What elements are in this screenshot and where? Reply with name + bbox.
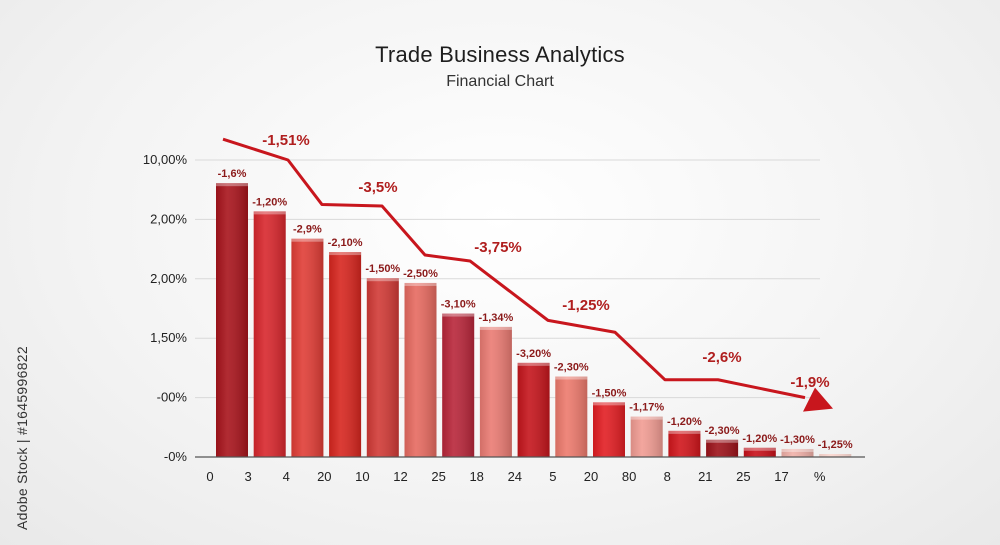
- x-tick-label: 5: [549, 469, 556, 484]
- chart-subtitle: Financial Chart: [446, 73, 554, 90]
- bar-top-highlight: [442, 313, 475, 317]
- chart-title: Trade Business Analytics: [375, 42, 625, 67]
- y-tick-label: -00%: [157, 390, 188, 405]
- bar-shade: [216, 183, 248, 457]
- x-tick-label: 12: [393, 469, 407, 484]
- bar-value-label: -1,17%: [629, 402, 664, 414]
- bar-value-label: -2,10%: [328, 237, 363, 249]
- x-tick-label: 24: [508, 469, 522, 484]
- bar-value-label: -3,10%: [441, 299, 476, 311]
- bar-top-highlight: [555, 376, 588, 380]
- bar-value-label: -2,30%: [554, 362, 589, 374]
- bar-top-highlight: [781, 448, 814, 452]
- y-tick-label: 10,00%: [143, 152, 188, 167]
- bar-top-highlight: [517, 362, 550, 366]
- bar-top-highlight: [706, 439, 739, 443]
- x-tick-label: %: [814, 469, 826, 484]
- x-tick-label: 3: [244, 469, 251, 484]
- bar-shade: [743, 447, 776, 457]
- bar-shade: [253, 211, 286, 457]
- x-tick-label: 10: [355, 469, 369, 484]
- bar-shade: [630, 416, 663, 457]
- bar-value-label: -1,50%: [592, 387, 627, 399]
- x-tick-label: 4: [283, 469, 290, 484]
- bar-shade: [517, 362, 550, 457]
- bar-shade: [819, 454, 852, 457]
- bar-shade: [479, 326, 512, 457]
- bar-value-label: -1,20%: [252, 196, 287, 208]
- bar-value-label: -2,9%: [293, 224, 322, 236]
- bar-top-highlight: [404, 282, 437, 286]
- bar-shade: [781, 448, 814, 457]
- bar-value-label: -1,50%: [365, 263, 400, 275]
- bar-top-highlight: [743, 447, 776, 451]
- side-credit: Adobe Stock | #1645996822: [14, 346, 30, 530]
- bar-shade: [404, 282, 437, 457]
- bar-shade: [329, 252, 362, 457]
- bar-value-label: -2,50%: [403, 268, 438, 280]
- trend-label: -3,75%: [474, 239, 522, 256]
- bar-value-label: -3,20%: [516, 348, 551, 360]
- bar-shade: [668, 430, 701, 457]
- bar-value-label: -1,25%: [818, 439, 853, 451]
- bar-shade: [366, 278, 399, 457]
- x-tick-label: 20: [317, 469, 331, 484]
- bar-value-label: -2,30%: [705, 425, 740, 437]
- bar-shade: [442, 313, 475, 457]
- trend-path: [222, 137, 806, 400]
- bar-top-highlight: [819, 454, 852, 457]
- y-tick-label: 2,00%: [150, 211, 187, 226]
- bar-value-label: -1,34%: [478, 312, 513, 324]
- bar-top-highlight: [366, 278, 399, 282]
- x-tick-label: 25: [736, 469, 750, 484]
- bar-top-highlight: [216, 183, 248, 187]
- x-tick-label: 80: [622, 469, 636, 484]
- bar-top-highlight: [593, 402, 625, 406]
- trend-arrowhead: [803, 387, 833, 412]
- bar-shade: [291, 238, 324, 457]
- bar-value-label: -1,20%: [667, 416, 702, 428]
- x-tick-label: 21: [698, 469, 712, 484]
- trend-line: -1,51% -3,5% -3,75% -1,25% -2,6% -1,9%: [222, 132, 833, 412]
- bar-top-highlight: [329, 252, 362, 256]
- x-tick-label: 25: [431, 469, 445, 484]
- x-tick-label: 18: [469, 469, 483, 484]
- y-tick-label: 1,50%: [150, 330, 187, 345]
- trend-label: -1,9%: [790, 374, 829, 391]
- trend-label: -2,6%: [702, 349, 741, 366]
- bar-top-highlight: [630, 416, 663, 420]
- bar-top-highlight: [291, 238, 324, 242]
- y-tick-label: 2,00%: [150, 271, 187, 286]
- trend-label: -1,51%: [262, 132, 310, 149]
- bar-value-label: -1,30%: [780, 434, 815, 446]
- y-tick-label: -0%: [164, 449, 188, 464]
- bar-shade: [706, 439, 739, 457]
- bar-top-highlight: [479, 326, 512, 330]
- bar-top-highlight: [668, 430, 701, 434]
- x-tick-label: 0: [206, 469, 213, 484]
- bar-shade: [593, 402, 625, 457]
- x-tick-label: 8: [664, 469, 671, 484]
- trend-label: -1,25%: [562, 297, 610, 314]
- bar-value-label: -1,6%: [218, 168, 247, 180]
- trend-label: -3,5%: [358, 179, 397, 196]
- axes: 10,00% 2,00% 2,00% 1,50% -00% -0% 0 3 4 20 10 12 25 1…: [143, 152, 865, 484]
- x-tick-label: 17: [774, 469, 788, 484]
- bar-value-label: -1,20%: [742, 433, 777, 445]
- x-tick-label: 20: [584, 469, 598, 484]
- bar-top-highlight: [253, 211, 286, 215]
- bar-shade: [555, 376, 588, 457]
- bars: -1,6%-1,20%-2,9%-2,10%-1,50% -2,50%-3,10%…: [216, 168, 853, 457]
